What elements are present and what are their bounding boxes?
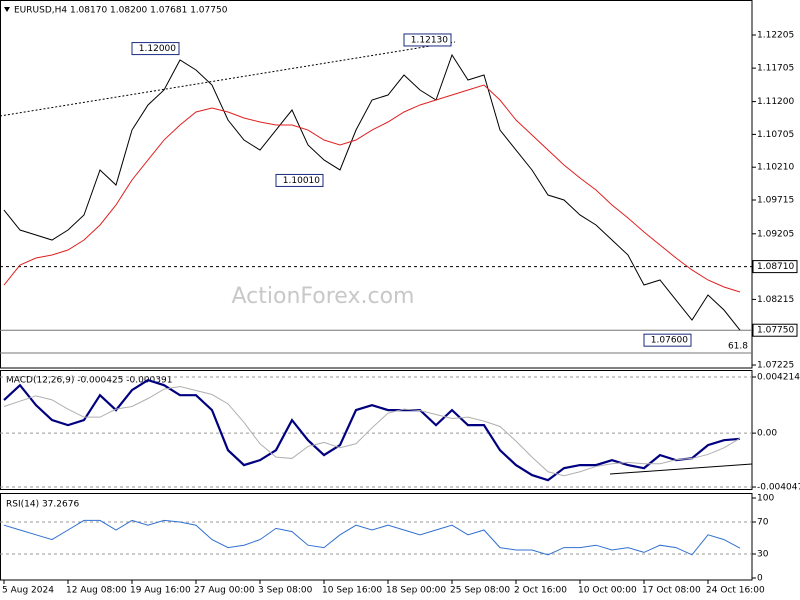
series-line [3,519,741,556]
x-tick-label: 10 Oct 00:00 [578,586,637,596]
y-tick-label: 1.09715 [757,196,794,206]
level-label-box [752,260,798,274]
y-tick-label: 30 [757,550,769,560]
x-tick-label: 24 Oct 16:00 [706,586,765,596]
y-tick-label: 0.004214 [757,373,800,383]
y-tick-label: 100 [757,494,774,504]
y-tick-label: 1.12205 [757,30,794,40]
x-tick-label: 27 Aug 00:00 [194,586,255,596]
series-line [3,84,741,293]
y-tick-label: 1.10705 [757,130,794,140]
x-tick-label: 2 Oct 16:00 [514,586,567,596]
annotation-label: 1.07600 [651,336,688,346]
y-tick-label: 1.08215 [757,295,794,305]
x-tick-label: 18 Sep 00:00 [386,586,446,596]
y-tick-label: 0 [757,574,763,584]
price-panel [0,0,753,369]
header-triangle [4,7,10,12]
y-tick-label: 1.11705 [757,64,794,74]
watermark: ActionForex.com [232,284,415,309]
annotation-label: 1.10010 [283,176,320,186]
level-label: 61.8 [728,342,748,352]
x-tick-label: 10 Sep 16:00 [322,586,382,596]
annotation-box [275,173,324,187]
y-tick-label: 70 [757,518,769,528]
macd-panel [0,370,753,490]
y-tick-label: 1.09205 [757,229,794,239]
x-tick-label: 5 Aug 2024 [2,586,54,596]
rsi-title: RSI(14) 37.2676 [6,500,79,510]
y-tick-label: 1.11200 [757,97,794,107]
level-label: 1.07750 [757,326,794,336]
annotation-box [403,33,452,47]
annotation-box [131,42,180,56]
x-tick-label: 12 Aug 08:00 [66,586,127,596]
y-tick-label: 0.00 [757,429,777,439]
macd-title: MACD(12,26,9) -0.000425 -0.000391 [6,376,172,386]
series-line [3,53,741,331]
x-tick-label: 17 Oct 08:00 [642,586,701,596]
x-tick-label: 19 Aug 16:00 [130,586,191,596]
price-title: EURUSD,H4 1.08170 1.08200 1.07681 1.0775… [14,6,228,16]
y-tick-label: -0.004047 [757,483,800,493]
y-tick-label: 1.07225 [757,361,794,371]
series-line [3,386,741,477]
trend-line [0,41,456,117]
rsi-panel [0,493,753,581]
macd-trend-line [609,463,753,475]
y-tick-label: 1.10210 [757,163,794,173]
x-tick-label: 3 Sep 08:00 [258,586,313,596]
series-line [3,378,741,482]
annotation-label: 1.12000 [139,44,176,54]
annotation-label: 1.12130 [411,35,448,45]
level-label: 1.08710 [757,262,794,272]
x-tick-label: 25 Sep 08:00 [450,586,510,596]
level-label-box [752,323,798,337]
annotation-box [643,333,692,347]
